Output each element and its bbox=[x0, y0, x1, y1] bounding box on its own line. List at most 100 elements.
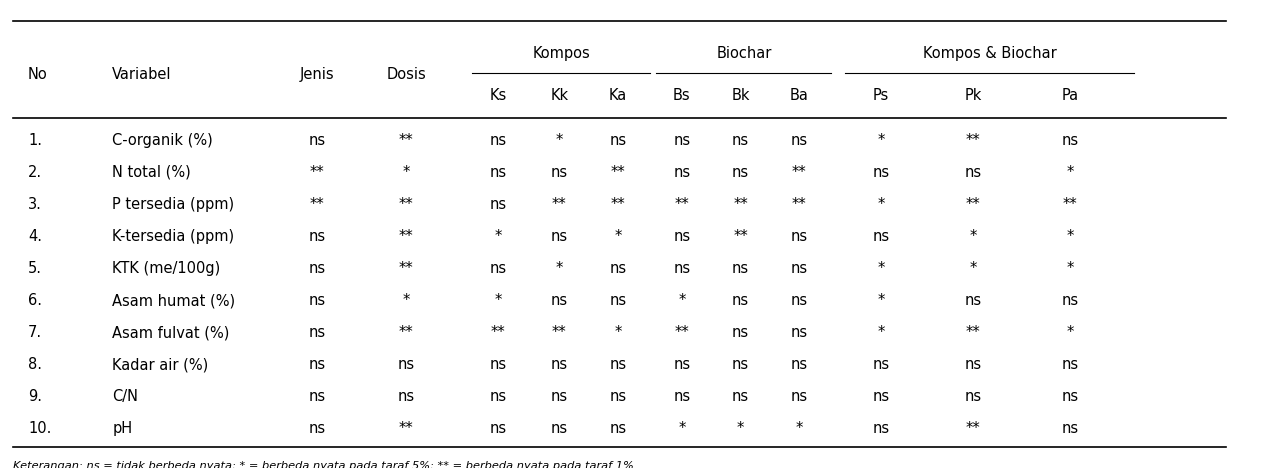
Text: **: ** bbox=[309, 165, 324, 180]
Text: Jenis: Jenis bbox=[299, 67, 335, 82]
Text: C/N: C/N bbox=[112, 389, 138, 404]
Text: **: ** bbox=[674, 197, 690, 212]
Text: **: ** bbox=[398, 133, 414, 148]
Text: Ka: Ka bbox=[609, 88, 627, 103]
Text: *: * bbox=[969, 261, 977, 276]
Text: **: ** bbox=[398, 421, 414, 437]
Text: ns: ns bbox=[308, 261, 326, 276]
Text: *: * bbox=[494, 229, 502, 244]
Text: C-organik (%): C-organik (%) bbox=[112, 133, 213, 148]
Text: P tersedia (ppm): P tersedia (ppm) bbox=[112, 197, 235, 212]
Text: ns: ns bbox=[964, 357, 982, 373]
Text: KTK (me/100g): KTK (me/100g) bbox=[112, 261, 221, 276]
Text: *: * bbox=[969, 229, 977, 244]
Text: *: * bbox=[737, 421, 744, 437]
Text: **: ** bbox=[965, 421, 981, 437]
Text: 2.: 2. bbox=[28, 165, 42, 180]
Text: ns: ns bbox=[609, 293, 627, 308]
Text: **: ** bbox=[965, 133, 981, 148]
Text: *: * bbox=[402, 165, 410, 180]
Text: ns: ns bbox=[790, 229, 808, 244]
Text: ns: ns bbox=[308, 229, 326, 244]
Text: 4.: 4. bbox=[28, 229, 42, 244]
Text: **: ** bbox=[309, 197, 324, 212]
Text: ns: ns bbox=[790, 133, 808, 148]
Text: ns: ns bbox=[673, 357, 691, 373]
Text: K-tersedia (ppm): K-tersedia (ppm) bbox=[112, 229, 235, 244]
Text: ns: ns bbox=[790, 325, 808, 340]
Text: pH: pH bbox=[112, 421, 133, 437]
Text: Ks: Ks bbox=[489, 88, 507, 103]
Text: *: * bbox=[555, 261, 563, 276]
Text: ns: ns bbox=[609, 389, 627, 404]
Text: ns: ns bbox=[790, 261, 808, 276]
Text: 5.: 5. bbox=[28, 261, 42, 276]
Text: ns: ns bbox=[550, 389, 568, 404]
Text: ns: ns bbox=[872, 421, 890, 437]
Text: ns: ns bbox=[732, 133, 750, 148]
Text: ns: ns bbox=[732, 165, 750, 180]
Text: ns: ns bbox=[397, 357, 415, 373]
Text: **: ** bbox=[733, 229, 748, 244]
Text: *: * bbox=[877, 261, 885, 276]
Text: *: * bbox=[877, 293, 885, 308]
Text: **: ** bbox=[398, 229, 414, 244]
Text: Kadar air (%): Kadar air (%) bbox=[112, 357, 208, 373]
Text: 9.: 9. bbox=[28, 389, 42, 404]
Text: *: * bbox=[877, 197, 885, 212]
Text: *: * bbox=[877, 133, 885, 148]
Text: *: * bbox=[678, 293, 686, 308]
Text: Variabel: Variabel bbox=[112, 67, 172, 82]
Text: *: * bbox=[796, 421, 803, 437]
Text: Dosis: Dosis bbox=[386, 67, 427, 82]
Text: ns: ns bbox=[673, 389, 691, 404]
Text: ns: ns bbox=[1061, 357, 1079, 373]
Text: ns: ns bbox=[489, 165, 507, 180]
Text: ns: ns bbox=[489, 261, 507, 276]
Text: **: ** bbox=[490, 325, 506, 340]
Text: ns: ns bbox=[308, 293, 326, 308]
Text: No: No bbox=[28, 67, 47, 82]
Text: ns: ns bbox=[489, 133, 507, 148]
Text: Bk: Bk bbox=[732, 88, 750, 103]
Text: 1.: 1. bbox=[28, 133, 42, 148]
Text: Bs: Bs bbox=[673, 88, 691, 103]
Text: **: ** bbox=[965, 197, 981, 212]
Text: **: ** bbox=[398, 197, 414, 212]
Text: ns: ns bbox=[732, 357, 750, 373]
Text: ns: ns bbox=[732, 261, 750, 276]
Text: **: ** bbox=[398, 261, 414, 276]
Text: ns: ns bbox=[308, 389, 326, 404]
Text: ns: ns bbox=[732, 293, 750, 308]
Text: ns: ns bbox=[790, 293, 808, 308]
Text: ns: ns bbox=[673, 133, 691, 148]
Text: *: * bbox=[678, 421, 686, 437]
Text: *: * bbox=[614, 325, 622, 340]
Text: Keterangan: ns = tidak berbeda nyata; * = berbeda nyata pada taraf 5%; ** = berb: Keterangan: ns = tidak berbeda nyata; * … bbox=[13, 461, 633, 468]
Text: ns: ns bbox=[609, 133, 627, 148]
Text: **: ** bbox=[792, 197, 807, 212]
Text: *: * bbox=[1066, 229, 1074, 244]
Text: **: ** bbox=[965, 325, 981, 340]
Text: Kompos: Kompos bbox=[533, 46, 590, 61]
Text: **: ** bbox=[733, 197, 748, 212]
Text: ns: ns bbox=[489, 421, 507, 437]
Text: ns: ns bbox=[964, 293, 982, 308]
Text: Kompos & Biochar: Kompos & Biochar bbox=[923, 46, 1056, 61]
Text: ns: ns bbox=[489, 197, 507, 212]
Text: 3.: 3. bbox=[28, 197, 42, 212]
Text: **: ** bbox=[398, 325, 414, 340]
Text: Asam fulvat (%): Asam fulvat (%) bbox=[112, 325, 230, 340]
Text: 8.: 8. bbox=[28, 357, 42, 373]
Text: ns: ns bbox=[550, 229, 568, 244]
Text: ns: ns bbox=[308, 421, 326, 437]
Text: ns: ns bbox=[790, 389, 808, 404]
Text: *: * bbox=[1066, 325, 1074, 340]
Text: *: * bbox=[1066, 261, 1074, 276]
Text: ns: ns bbox=[732, 389, 750, 404]
Text: ns: ns bbox=[964, 165, 982, 180]
Text: *: * bbox=[1066, 165, 1074, 180]
Text: Biochar: Biochar bbox=[716, 46, 771, 61]
Text: ns: ns bbox=[308, 357, 326, 373]
Text: ns: ns bbox=[872, 165, 890, 180]
